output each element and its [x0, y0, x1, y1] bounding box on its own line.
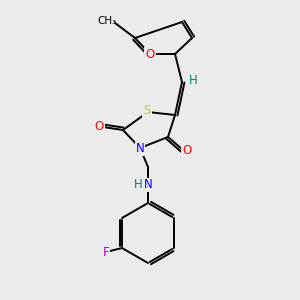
Text: CH₃: CH₃: [98, 16, 117, 26]
Text: N: N: [136, 142, 144, 155]
Text: H: H: [134, 178, 142, 190]
Text: S: S: [143, 104, 151, 118]
Text: O: O: [182, 143, 192, 157]
Text: O: O: [146, 47, 154, 61]
Text: H: H: [189, 74, 197, 88]
Text: F: F: [103, 247, 109, 260]
Text: O: O: [94, 121, 103, 134]
Text: N: N: [144, 178, 152, 191]
